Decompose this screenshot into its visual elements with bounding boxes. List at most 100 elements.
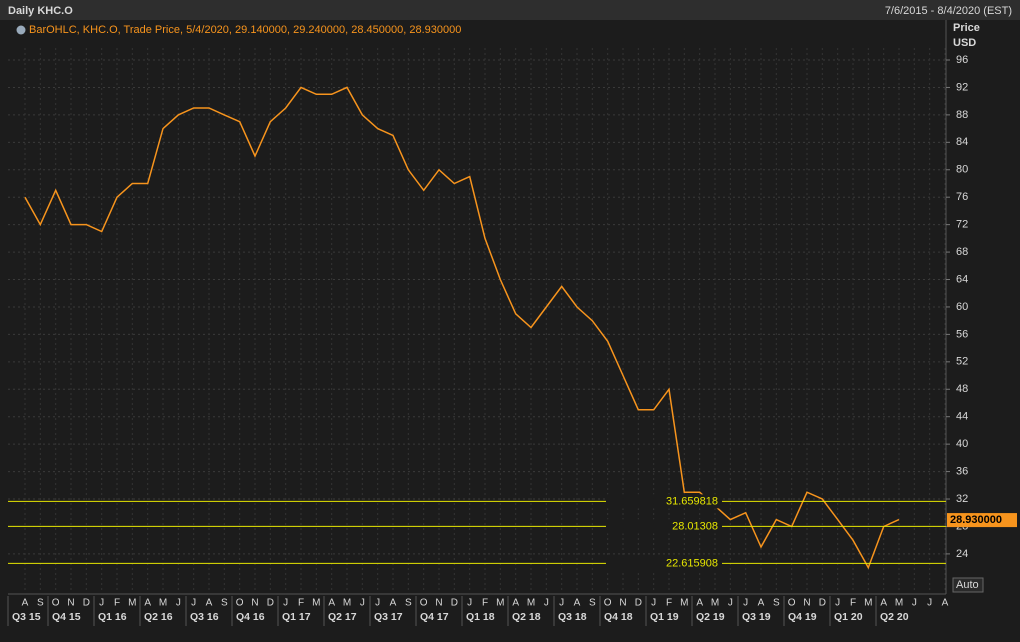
x-tick-label: N: [803, 598, 810, 609]
x-tick-label: A: [880, 598, 887, 609]
x-tick-label: J: [360, 598, 365, 609]
quarter-label: Q1 16: [98, 611, 127, 623]
x-tick-label: F: [666, 598, 672, 609]
x-tick-label: D: [635, 598, 642, 609]
quarter-label: Q2 20: [880, 611, 909, 623]
last-price-box: [947, 513, 1017, 528]
x-tick-label: A: [696, 598, 703, 609]
y-tick-label: 64: [956, 273, 968, 285]
x-tick-label: D: [267, 598, 274, 609]
quarter-label: Q2 19: [696, 611, 725, 623]
x-tick-label: M: [864, 598, 872, 609]
level-label-bg: [606, 556, 722, 571]
x-tick-label: S: [773, 598, 780, 609]
x-tick-label: O: [236, 598, 244, 609]
x-tick-label: O: [52, 598, 60, 609]
x-tick-label: A: [574, 598, 581, 609]
legend-text: BarOHLC, KHC.O, Trade Price, 5/4/2020, 2…: [29, 24, 461, 36]
y-tick-label: 92: [956, 81, 968, 93]
x-tick-label: S: [405, 598, 412, 609]
x-tick-label: M: [895, 598, 903, 609]
x-tick-label: M: [680, 598, 688, 609]
y-tick-label: 80: [956, 164, 968, 176]
date-range: 7/6/2015 - 8/4/2020 (EST): [885, 5, 1012, 17]
y-tick-label: 88: [956, 109, 968, 121]
x-tick-label: A: [206, 598, 213, 609]
x-tick-label: A: [144, 598, 151, 609]
y-tick-label: 60: [956, 301, 968, 313]
x-tick-label: A: [22, 598, 29, 609]
x-tick-label: J: [728, 598, 733, 609]
x-tick-label: O: [788, 598, 796, 609]
x-tick-label: M: [711, 598, 719, 609]
x-tick-label: M: [496, 598, 504, 609]
x-tick-label: J: [835, 598, 840, 609]
y-tick-label: 84: [956, 136, 968, 148]
level-label: 22.615908: [666, 557, 718, 569]
x-tick-label: J: [375, 598, 380, 609]
x-tick-label: J: [912, 598, 917, 609]
quarter-label: Q3 17: [374, 611, 403, 623]
chart-title: Daily KHC.O: [8, 5, 73, 17]
y-tick-label: 48: [956, 383, 968, 395]
quarter-label: Q3 19: [742, 611, 771, 623]
quarter-label: Q1 18: [466, 611, 495, 623]
quarter-label: Q1 17: [282, 611, 311, 623]
x-tick-label: N: [67, 598, 74, 609]
quarter-label: Q2 18: [512, 611, 541, 623]
y-tick-label: 40: [956, 438, 968, 450]
quarter-label: Q3 15: [12, 611, 41, 623]
x-tick-label: D: [819, 598, 826, 609]
y-tick-label: 76: [956, 191, 968, 203]
y-tick-label: 56: [956, 328, 968, 340]
x-tick-label: D: [83, 598, 90, 609]
x-tick-label: A: [512, 598, 519, 609]
x-tick-label: F: [482, 598, 488, 609]
x-tick-label: J: [467, 598, 472, 609]
x-tick-label: F: [298, 598, 304, 609]
x-tick-label: J: [927, 598, 932, 609]
x-tick-label: A: [758, 598, 765, 609]
quarter-label: Q3 16: [190, 611, 219, 623]
quarter-label: Q4 15: [52, 611, 81, 623]
quarter-label: Q4 19: [788, 611, 817, 623]
y-tick-label: 32: [956, 493, 968, 505]
x-tick-label: S: [589, 598, 596, 609]
quarter-label: Q4 17: [420, 611, 449, 623]
x-tick-label: M: [343, 598, 351, 609]
x-tick-label: N: [619, 598, 626, 609]
x-tick-label: S: [221, 598, 228, 609]
auto-button-label[interactable]: Auto: [956, 579, 979, 591]
x-tick-label: M: [159, 598, 167, 609]
y-tick-label: 72: [956, 219, 968, 231]
y-axis-unit: USD: [953, 37, 976, 49]
quarter-label: Q1 19: [650, 611, 679, 623]
x-tick-label: J: [651, 598, 656, 609]
level-label-bg: [606, 494, 722, 509]
x-tick-label: A: [328, 598, 335, 609]
quarter-label: Q4 18: [604, 611, 633, 623]
auto-button[interactable]: [952, 577, 984, 593]
y-tick-label: 96: [956, 54, 968, 66]
y-axis-title: Price: [953, 22, 980, 34]
x-tick-label: J: [544, 598, 549, 609]
x-tick-label: S: [37, 598, 44, 609]
x-tick-label: O: [420, 598, 428, 609]
x-tick-label: J: [743, 598, 748, 609]
x-tick-label: N: [435, 598, 442, 609]
level-label-bg: [606, 519, 722, 534]
x-tick-label: J: [559, 598, 564, 609]
x-tick-label: J: [283, 598, 288, 609]
quarter-label: Q4 16: [236, 611, 265, 623]
quarter-label: Q3 18: [558, 611, 587, 623]
x-tick-label: J: [99, 598, 104, 609]
x-tick-label: D: [451, 598, 458, 609]
x-tick-label: N: [251, 598, 258, 609]
header-bar: [0, 0, 1020, 20]
quarter-label: Q2 17: [328, 611, 357, 623]
x-tick-label: A: [390, 598, 397, 609]
legend-icon: [16, 25, 26, 35]
y-tick-label: 36: [956, 465, 968, 477]
